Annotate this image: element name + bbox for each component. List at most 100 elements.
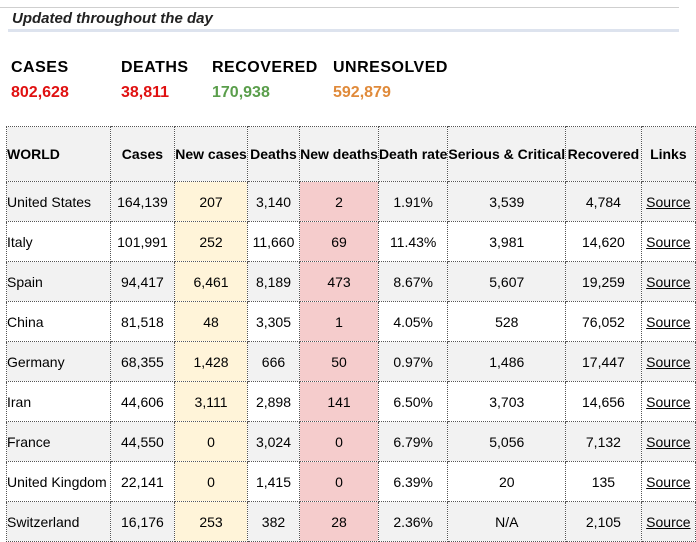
source-link[interactable]: Source [646,233,691,250]
cell-new-cases: 0 [174,461,248,502]
source-link[interactable]: Source [646,473,691,490]
cell-serious-critical: 528 [447,301,567,342]
cell-new-cases: 0 [174,421,248,462]
source-link[interactable]: Source [646,433,691,450]
cell-deaths: 2,898 [246,381,301,422]
cell-death-rate: 1.91% [377,181,449,222]
cell-recovered: 76,052 [565,301,642,342]
cell-new-deaths: 141 [299,381,379,422]
cell-cases: 44,550 [109,421,176,462]
cell-country: Spain [6,261,111,302]
cell-country: Italy [6,221,111,262]
cell-serious-critical: 3,981 [447,221,567,262]
cell-cases: 94,417 [109,261,176,302]
stat-deaths-value: 38,811 [121,84,170,101]
table-row: Switzerland 16,176 253 382 28 2.36% N/A 2,105 So… [6,501,696,542]
cell-new-cases: 48 [174,301,248,342]
cell-source-link: Source [640,261,696,302]
cell-serious-critical: 20 [447,461,567,502]
cell-recovered: 2,105 [565,501,642,542]
col-header-links: Links [640,126,696,182]
cell-cases: 81,518 [109,301,176,342]
col-header-recovered: Recovered [565,126,642,182]
table-header-row: WORLD Cases New cases Deaths New deaths … [6,126,696,182]
cell-serious-critical: 3,539 [447,181,567,222]
cell-country: Germany [6,341,111,382]
stat-deaths: DEATHS 38,811 [121,58,189,102]
source-link[interactable]: Source [646,513,691,530]
cell-cases: 44,606 [109,381,176,422]
source-link[interactable]: Source [646,393,691,410]
cell-country: Iran [6,381,111,422]
col-header-death-rate: Death rate [377,126,449,182]
cell-country: United States [6,181,111,222]
cell-cases: 101,991 [109,221,176,262]
update-banner: Updated throughout the day [8,8,679,32]
cell-new-deaths: 0 [299,421,379,462]
cell-serious-critical: 1,486 [447,341,567,382]
stat-cases: CASES 802,628 [11,58,69,102]
source-link[interactable]: Source [646,313,691,330]
cell-recovered: 4,784 [565,181,642,222]
banner-text: Updated throughout the day [12,10,213,27]
top-rule [0,7,679,8]
col-header-new-cases: New cases [174,126,248,182]
cell-source-link: Source [640,181,696,222]
cell-country: France [6,421,111,462]
stat-recovered-label: RECOVERED [212,59,318,76]
cell-source-link: Source [640,501,696,542]
cell-cases: 68,355 [109,341,176,382]
stat-recovered-value: 170,938 [212,84,270,101]
stat-deaths-label: DEATHS [121,59,189,76]
stat-cases-value: 802,628 [11,84,69,101]
col-header-world: WORLD [6,126,111,182]
stat-recovered: RECOVERED 170,938 [212,58,318,102]
cell-deaths: 11,660 [246,221,301,262]
table-row: France 44,550 0 3,024 0 6.79% 5,056 7,132 Source [6,421,696,462]
source-link[interactable]: Source [646,353,691,370]
cell-recovered: 14,620 [565,221,642,262]
cell-deaths: 3,140 [246,181,301,222]
col-header-serious-critical: Serious & Critical [447,126,567,182]
cell-new-deaths: 0 [299,461,379,502]
cell-recovered: 135 [565,461,642,502]
cell-death-rate: 8.67% [377,261,449,302]
table-row: United Kingdom 22,141 0 1,415 0 6.39% 20 135 Sou… [6,461,696,502]
cell-new-cases: 1,428 [174,341,248,382]
table-body: United States 164,139 207 3,140 2 1.91% 3,539 4… [6,181,696,542]
cell-source-link: Source [640,381,696,422]
cell-source-link: Source [640,461,696,502]
cell-cases: 16,176 [109,501,176,542]
table-row: United States 164,139 207 3,140 2 1.91% 3,539 4… [6,181,696,222]
cell-serious-critical: 5,607 [447,261,567,302]
cell-death-rate: 6.50% [377,381,449,422]
cell-recovered: 14,656 [565,381,642,422]
cell-death-rate: 4.05% [377,301,449,342]
table-row: Iran 44,606 3,111 2,898 141 6.50% 3,703 14,656 S… [6,381,696,422]
cell-cases: 164,139 [109,181,176,222]
cell-serious-critical: 3,703 [447,381,567,422]
cell-new-deaths: 28 [299,501,379,542]
cell-cases: 22,141 [109,461,176,502]
cell-death-rate: 0.97% [377,341,449,382]
col-header-new-deaths: New deaths [299,126,379,182]
cell-death-rate: 6.79% [377,421,449,462]
cell-new-deaths: 1 [299,301,379,342]
cell-source-link: Source [640,341,696,382]
source-link[interactable]: Source [646,273,691,290]
cell-country: China [6,301,111,342]
cell-new-deaths: 50 [299,341,379,382]
table-row: Spain 94,417 6,461 8,189 473 8.67% 5,607 19,259… [6,261,696,302]
cell-death-rate: 6.39% [377,461,449,502]
source-link[interactable]: Source [646,193,691,210]
col-header-deaths: Deaths [246,126,301,182]
cell-new-deaths: 473 [299,261,379,302]
col-header-cases: Cases [109,126,176,182]
cell-new-deaths: 69 [299,221,379,262]
cell-deaths: 3,305 [246,301,301,342]
cell-new-cases: 252 [174,221,248,262]
cell-new-cases: 207 [174,181,248,222]
cell-new-cases: 253 [174,501,248,542]
world-stats-table: WORLD Cases New cases Deaths New deaths … [6,126,696,542]
table-row: China 81,518 48 3,305 1 4.05% 528 76,052 Source [6,301,696,342]
